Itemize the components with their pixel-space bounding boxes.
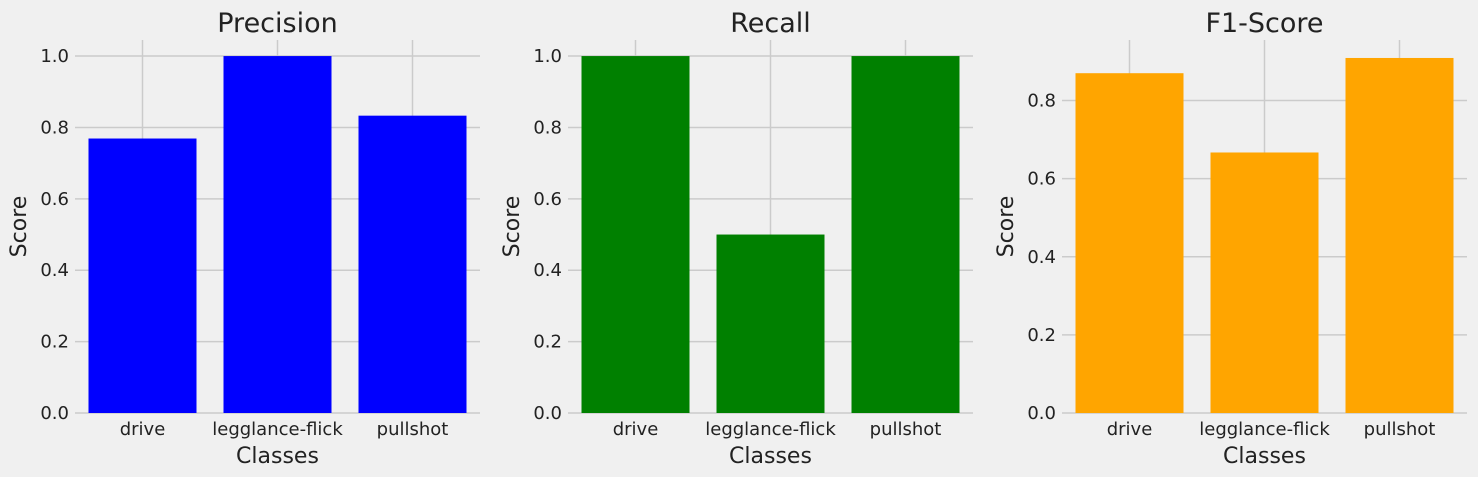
- precision-xtick-label: pullshot: [377, 419, 449, 440]
- recall-bar-legglance-flick: [716, 234, 825, 413]
- recall-ytick-label: 0.4: [533, 260, 562, 281]
- recall-ytick-label: 1.0: [533, 46, 562, 67]
- f1-score-ytick-label: 0.8: [1027, 91, 1056, 112]
- f1-score-xlabel: Classes: [1223, 444, 1306, 469]
- recall-xtick-label: drive: [613, 419, 659, 440]
- recall-ytick-label: 0.8: [533, 117, 562, 138]
- precision-ytick-label: 0.2: [40, 332, 69, 353]
- precision-chart: 0.0 0.2 0.4 0.6 0.8 1.0 drive legglance-flick pu…: [7, 8, 480, 469]
- f1-score-ytick-label: 0.0: [1027, 403, 1056, 424]
- precision-bar-pullshot: [358, 115, 467, 414]
- f1-score-ytick-label: 0.6: [1027, 169, 1056, 190]
- f1-score-bar-legglance-flick: [1210, 152, 1319, 413]
- precision-xtick-label: drive: [120, 419, 166, 440]
- f1-score-ytick-label: 0.4: [1027, 247, 1056, 268]
- recall-chart: 0.0 0.2 0.4 0.6 0.8 1.0 drive legglance-flick pu…: [500, 8, 973, 469]
- recall-ylabel: Score: [500, 196, 525, 258]
- precision-ytick-label: 0.6: [40, 189, 69, 210]
- f1-score-title: F1-Score: [1205, 8, 1323, 39]
- recall-ytick-label: 0.0: [533, 403, 562, 424]
- precision-bar-legglance-flick: [223, 56, 332, 414]
- precision-ytick-label: 0.4: [40, 260, 69, 281]
- f1-score-ytick-label: 0.2: [1027, 325, 1056, 346]
- recall-xlabel: Classes: [729, 444, 812, 469]
- precision-ytick-label: 1.0: [40, 46, 69, 67]
- f1-score-xtick-label: legglance-flick: [1199, 419, 1330, 440]
- recall-ytick-label: 0.6: [533, 189, 562, 210]
- precision-title: Precision: [217, 8, 337, 39]
- precision-ytick-label: 0.0: [40, 403, 69, 424]
- precision-ytick-label: 0.8: [40, 117, 69, 138]
- f1-score-bar-drive: [1075, 73, 1184, 414]
- f1-score-bar-pullshot: [1345, 57, 1454, 413]
- precision-xtick-label: legglance-flick: [212, 419, 343, 440]
- recall-ytick-label: 0.2: [533, 332, 562, 353]
- recall-bar-drive: [581, 56, 690, 414]
- recall-bar-pullshot: [851, 56, 960, 414]
- f1-score-chart: 0.0 0.2 0.4 0.6 0.8 drive legglance-flick pulls…: [994, 8, 1467, 469]
- recall-xtick-label: pullshot: [870, 419, 942, 440]
- recall-xtick-label: legglance-flick: [705, 419, 836, 440]
- precision-bar-drive: [88, 138, 197, 413]
- f1-score-xtick-label: pullshot: [1364, 419, 1436, 440]
- precision-ylabel: Score: [7, 196, 32, 258]
- f1-score-xtick-label: drive: [1107, 419, 1153, 440]
- recall-title: Recall: [730, 8, 811, 39]
- precision-xlabel: Classes: [236, 444, 319, 469]
- f1-score-ylabel: Score: [994, 196, 1019, 258]
